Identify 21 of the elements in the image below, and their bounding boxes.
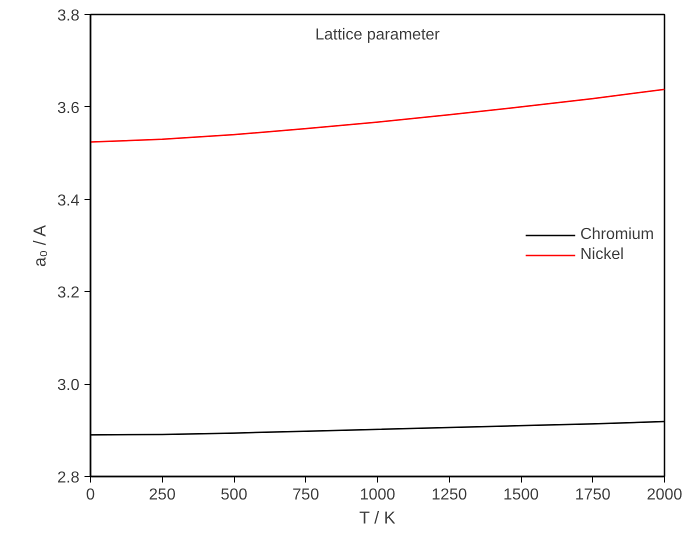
x-tick-label: 1500 [503,486,539,504]
y-axis-title: a₀ / A [29,224,50,267]
y-tick-label: 3.8 [57,8,80,24]
text: Lattice parameter [315,26,440,44]
x-tick-label: 750 [292,486,320,504]
x-tick-label: 1000 [360,486,396,504]
x-axis-title: T / K [359,508,396,528]
x-tick-label: 1250 [431,486,468,504]
y-tick-label: 3.6 [57,100,80,117]
x-tick-label: 2000 [646,486,682,504]
y-tick-label: 3.4 [57,192,80,210]
x-tick-label: 250 [148,486,176,504]
x-tick-label: 0 [86,486,96,504]
legend-label: Nickel [580,246,624,264]
y-tick-label: 2.8 [57,470,80,486]
legend-label: Chromium [580,226,654,244]
x-tick-label: 1750 [574,486,611,504]
y-tick-label: 3.0 [57,377,80,394]
line-series [90,88,664,143]
y-tick-label: 3.2 [57,284,80,302]
x-tick-label: 500 [220,486,248,504]
